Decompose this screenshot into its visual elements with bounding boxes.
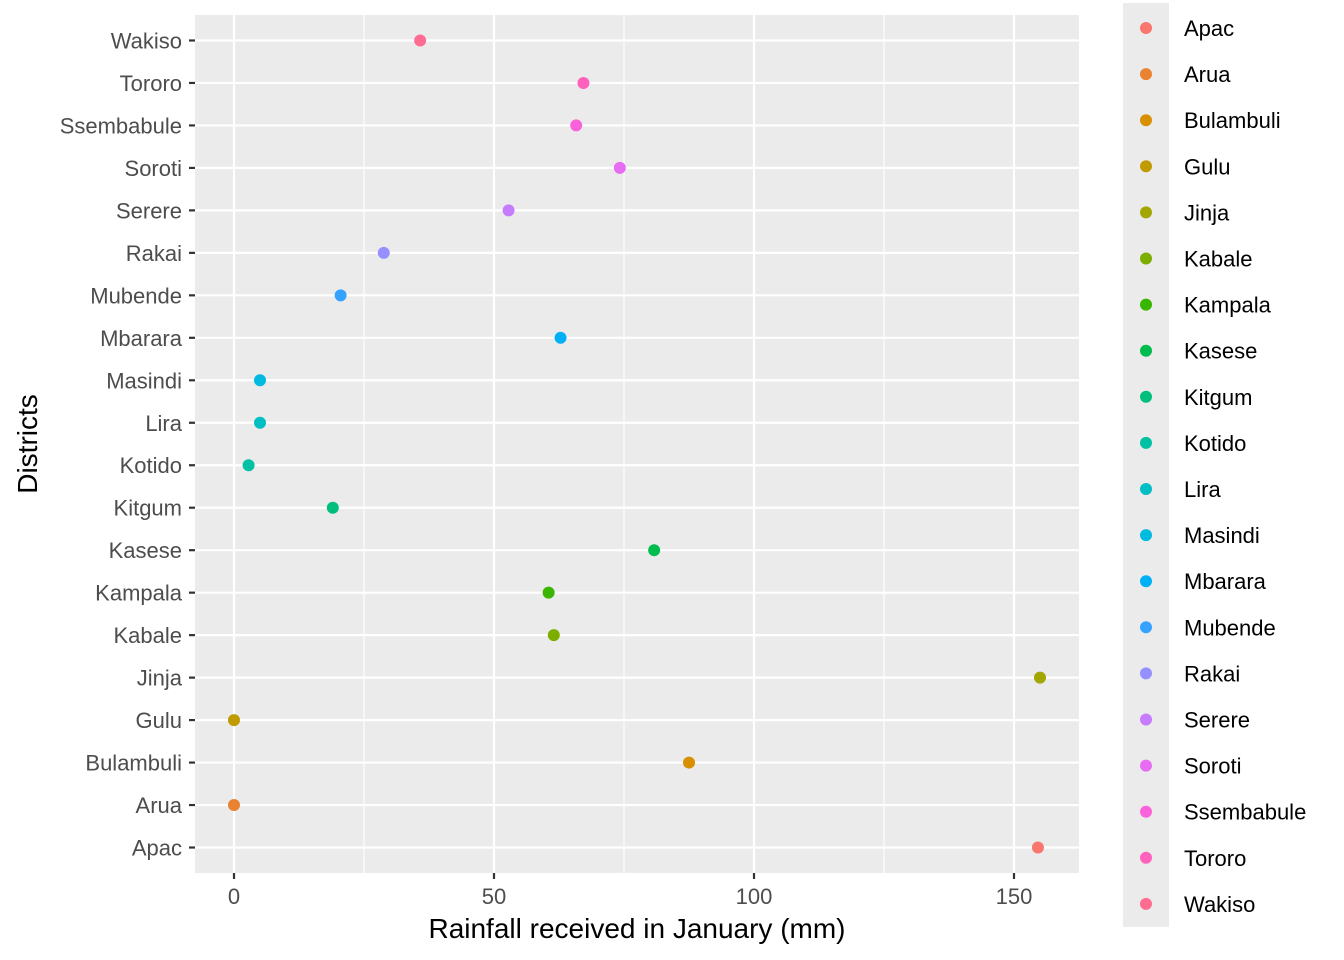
legend-label: Kotido bbox=[1184, 431, 1246, 456]
data-point bbox=[326, 501, 339, 514]
data-point bbox=[648, 544, 661, 557]
x-tick-label: 50 bbox=[482, 884, 506, 909]
legend-key bbox=[1140, 390, 1152, 403]
legend-label: Jinja bbox=[1184, 200, 1230, 225]
data-point bbox=[414, 34, 427, 47]
y-tick-label: Kotido bbox=[120, 453, 182, 478]
legend-label: Kitgum bbox=[1184, 385, 1252, 410]
axes: Apac Arua Bulambuli Gulu Jinja Kabale Kampala K… bbox=[60, 28, 1033, 909]
legend-key bbox=[1140, 805, 1152, 818]
data-point bbox=[334, 289, 347, 302]
y-tick-label: Bulambuli bbox=[85, 751, 182, 776]
legend-label: Gulu bbox=[1184, 154, 1230, 179]
legend: Apac Arua Bulambuli Gulu Jinja Kabale Kampala K… bbox=[1140, 16, 1306, 917]
y-tick-label: Ssembabule bbox=[60, 113, 182, 138]
data-point bbox=[547, 629, 560, 642]
y-tick-label: Serere bbox=[116, 198, 182, 223]
legend-label: Rakai bbox=[1184, 661, 1240, 686]
legend-key bbox=[1140, 206, 1152, 219]
y-tick-label: Soroti bbox=[125, 156, 182, 181]
y-tick-label: Kasese bbox=[109, 538, 182, 563]
legend-label: Mbarara bbox=[1184, 569, 1267, 594]
data-point bbox=[502, 204, 515, 217]
y-tick-label: Masindi bbox=[106, 368, 182, 393]
legend-key bbox=[1140, 344, 1152, 357]
data-point bbox=[613, 161, 626, 174]
legend-label: Kasese bbox=[1184, 339, 1257, 364]
y-tick-label: Kabale bbox=[113, 623, 182, 648]
y-tick-label: Kampala bbox=[95, 581, 183, 606]
data-point bbox=[228, 714, 240, 727]
legend-key bbox=[1140, 851, 1152, 864]
x-axis-title: Rainfall received in January (mm) bbox=[428, 913, 845, 944]
legend-label: Masindi bbox=[1184, 523, 1260, 548]
legend-key bbox=[1140, 897, 1152, 910]
y-tick-label: Kitgum bbox=[114, 496, 182, 521]
data-point bbox=[228, 799, 240, 812]
legend-key bbox=[1140, 114, 1152, 127]
legend-key bbox=[1140, 160, 1152, 173]
data-points bbox=[228, 34, 1046, 854]
y-tick-label: Lira bbox=[145, 411, 182, 436]
y-tick-label: Arua bbox=[136, 793, 183, 818]
x-tick-label: 0 bbox=[228, 884, 240, 909]
y-tick-label: Mubende bbox=[90, 283, 182, 308]
legend-key bbox=[1140, 621, 1152, 634]
legend-label: Arua bbox=[1184, 62, 1231, 87]
y-tick-label: Rakai bbox=[126, 241, 182, 266]
legend-key bbox=[1140, 759, 1152, 772]
legend-key bbox=[1140, 22, 1152, 34]
x-tick-label: 150 bbox=[996, 884, 1033, 909]
legend-box bbox=[1123, 3, 1169, 927]
legend-key bbox=[1140, 298, 1152, 311]
legend-key bbox=[1140, 252, 1152, 265]
y-axis-title: Districts bbox=[12, 394, 43, 494]
legend-key bbox=[1140, 575, 1152, 588]
legend-key bbox=[1140, 667, 1152, 680]
data-point bbox=[254, 416, 266, 429]
y-tick-label: Gulu bbox=[136, 708, 182, 733]
legend-key bbox=[1140, 529, 1152, 542]
legend-key bbox=[1140, 483, 1152, 495]
y-tick-label: Mbarara bbox=[100, 326, 183, 351]
legend-key bbox=[1140, 68, 1152, 81]
plot-panel bbox=[195, 15, 1079, 873]
data-point bbox=[1031, 841, 1044, 854]
x-tick-label: 100 bbox=[736, 884, 773, 909]
legend-label: Serere bbox=[1184, 708, 1250, 733]
data-point bbox=[570, 119, 583, 132]
data-point bbox=[577, 76, 590, 89]
data-point bbox=[554, 331, 567, 344]
legend-key bbox=[1140, 713, 1152, 726]
data-point bbox=[377, 246, 390, 259]
legend-label: Tororo bbox=[1184, 846, 1246, 871]
y-tick-label: Tororo bbox=[120, 71, 182, 96]
y-tick-label: Apac bbox=[132, 836, 182, 861]
legend-label: Wakiso bbox=[1184, 892, 1255, 917]
data-point bbox=[254, 374, 266, 387]
legend-label: Kampala bbox=[1184, 293, 1272, 318]
legend-key bbox=[1140, 436, 1152, 449]
y-tick-label: Wakiso bbox=[111, 28, 182, 53]
legend-label: Apac bbox=[1184, 16, 1234, 41]
grid-lines bbox=[195, 15, 1079, 873]
legend-label: Kabale bbox=[1184, 247, 1253, 272]
legend-label: Lira bbox=[1184, 477, 1221, 502]
data-point bbox=[242, 459, 255, 472]
data-point bbox=[683, 756, 695, 769]
y-tick-label: Jinja bbox=[137, 666, 183, 691]
legend-label: Mubende bbox=[1184, 615, 1276, 640]
legend-label: Soroti bbox=[1184, 754, 1241, 779]
legend-label: Bulambuli bbox=[1184, 108, 1281, 133]
data-point bbox=[542, 586, 555, 599]
legend-label: Ssembabule bbox=[1184, 800, 1306, 825]
data-point bbox=[1034, 671, 1046, 684]
